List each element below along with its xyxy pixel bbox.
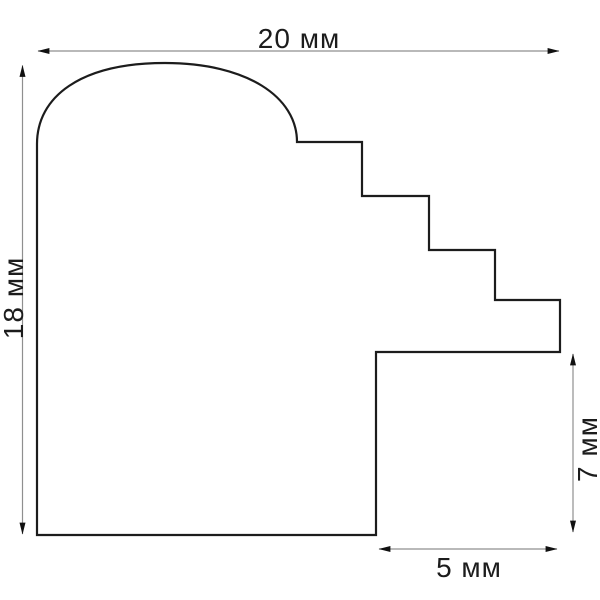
rabbet-height-dimension-label: 7 мм — [572, 416, 600, 482]
width-dimension-label: 20 мм — [258, 23, 340, 54]
height-dimension-label: 18 мм — [0, 257, 29, 339]
rabbet-width-dimension-label: 5 мм — [436, 552, 502, 583]
profile-outline — [35, 61, 562, 537]
